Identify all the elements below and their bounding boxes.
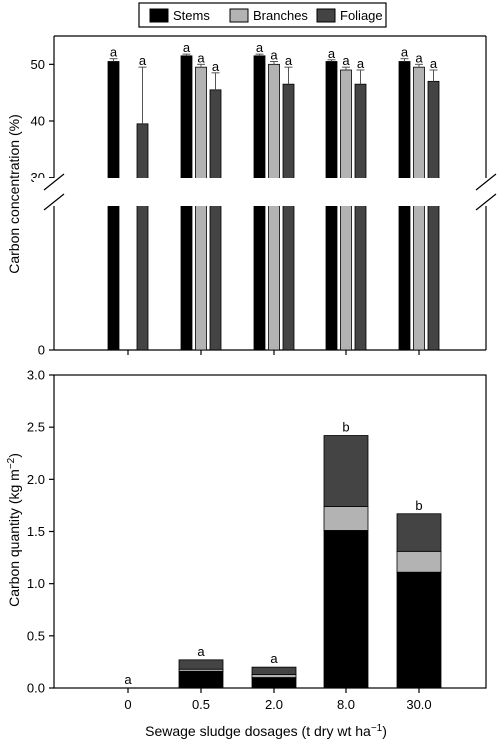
top-bar-foliage	[209, 89, 222, 351]
bottom-bar-foliage	[323, 435, 369, 507]
legend-label-branches: Branches	[253, 8, 308, 23]
bottom-bar-stems	[178, 670, 224, 689]
top-break-mark	[475, 193, 497, 211]
top-bar-foliage	[427, 80, 440, 351]
top-significance-letter: a	[430, 56, 438, 71]
bottom-significance-letter: b	[342, 420, 349, 435]
bottom-significance-letter: b	[415, 498, 422, 513]
bottom-xlabel: Sewage sludge dosages (t dry wt ha−1)	[145, 723, 387, 740]
top-significance-letter: a	[270, 48, 278, 63]
bottom-bar-branches	[323, 506, 369, 531]
top-significance-letter: a	[256, 40, 264, 55]
top-significance-letter: a	[197, 50, 205, 65]
bottom-ytick-label: 3.0	[27, 368, 45, 383]
legend-swatch-foliage	[316, 8, 336, 23]
bottom-bar-stems	[251, 677, 297, 689]
top-significance-letter: a	[139, 53, 147, 68]
bottom-bar-foliage	[178, 659, 224, 670]
legend-box	[138, 2, 387, 28]
bottom-bar-foliage	[251, 666, 297, 675]
bottom-ytick-label: 0.0	[27, 681, 45, 696]
top-significance-letter: a	[212, 59, 220, 74]
bottom-bar-branches	[396, 550, 442, 573]
top-significance-letter: a	[110, 45, 118, 60]
top-break-mark	[43, 173, 65, 191]
bottom-ytick-label: 1.5	[27, 524, 45, 539]
top-break-mark	[475, 173, 497, 191]
top-bar-branches	[268, 63, 280, 351]
top-significance-letter: a	[183, 40, 191, 55]
top-significance-letter: a	[328, 46, 336, 61]
top-ylabel: Carbon concentration (%)	[6, 114, 22, 274]
legend-swatch-stems	[149, 8, 169, 23]
top-significance-letter: a	[401, 45, 409, 60]
top-bar-branches	[340, 69, 352, 351]
top-bar-foliage	[354, 83, 367, 351]
bottom-xtick-label: 2.0	[265, 697, 283, 712]
bottom-bar-foliage	[396, 513, 442, 552]
top-bar-foliage	[282, 83, 295, 351]
bottom-bar-branches	[251, 674, 297, 678]
bottom-ytick-label: 1.0	[27, 576, 45, 591]
legend-label-foliage: Foliage	[340, 8, 383, 23]
bottom-significance-letter: a	[197, 644, 205, 659]
bottom-significance-letter: a	[270, 651, 278, 666]
top-break-mark	[43, 193, 65, 211]
top-significance-letter: a	[357, 56, 365, 71]
bottom-ytick-label: 2.5	[27, 420, 45, 435]
bottom-xtick-label: 0	[124, 697, 131, 712]
top-significance-letter: a	[415, 50, 423, 65]
top-significance-letter: a	[342, 53, 350, 68]
top-axis-break-band	[34, 178, 500, 206]
legend-swatch-branches	[229, 8, 249, 23]
top-ytick-label: 0	[38, 343, 45, 358]
bottom-xtick-label: 0.5	[192, 697, 210, 712]
bottom-ylabel: Carbon quantity (kg m−2)	[6, 453, 23, 607]
top-bar-branches	[413, 66, 425, 351]
top-ytick-label: 40	[31, 114, 45, 129]
top-bar-foliage	[136, 123, 149, 351]
bottom-ytick-label: 2.0	[27, 472, 45, 487]
bottom-bar-stems	[323, 530, 369, 689]
legend-label-stems: Stems	[173, 8, 210, 23]
bottom-panel: 0.0 0.5 1.0 1.5 2.0 2.5 3.0 0 a 0.5 a 2.0 a 8.0 b 30.0 b	[27, 368, 487, 712]
bottom-ytick-label: 0.5	[27, 628, 45, 643]
top-significance-letter: a	[285, 53, 293, 68]
legend: Stems Branches Foliage	[138, 2, 387, 28]
bottom-significance-letter: a	[124, 672, 132, 687]
bottom-bar-stems	[396, 571, 442, 689]
top-bar-branches	[195, 66, 207, 351]
bottom-xtick-label: 30.0	[406, 697, 431, 712]
bottom-xtick-label: 8.0	[337, 697, 355, 712]
top-ytick-label: 50	[31, 57, 45, 72]
